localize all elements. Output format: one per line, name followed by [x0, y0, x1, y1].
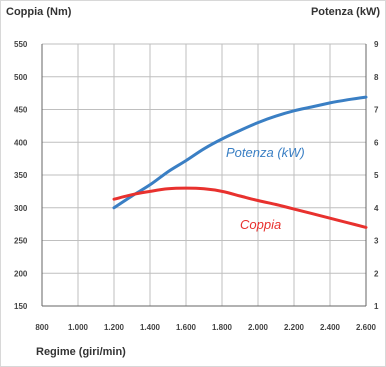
x-tick-label: 1.800: [212, 323, 233, 332]
series-label-coppia: Coppia: [240, 217, 281, 232]
y-left-tick-label: 400: [14, 138, 28, 147]
series-line-coppia: [112, 186, 368, 229]
x-tick-label: 2.000: [248, 323, 269, 332]
right-axis-title: Potenza (kW): [310, 6, 380, 18]
y-right-tick-label: 3: [374, 237, 379, 246]
y-left-tick-label: 450: [14, 106, 28, 115]
x-tick-label: 2.400: [320, 323, 341, 332]
y-right-tick-label: 4: [374, 204, 379, 213]
x-tick-label: 2.600: [356, 323, 377, 332]
y-left-tick-label: 150: [14, 302, 28, 311]
x-axis-title: Regime (giri/min): [36, 346, 126, 358]
y-right-tick-label: 7: [374, 106, 379, 115]
y-left-tick-label: 500: [14, 73, 28, 82]
x-tick-label: 800: [35, 323, 49, 332]
y-left-tick-label: 350: [14, 171, 28, 180]
x-tick-label: 2.200: [284, 323, 305, 332]
x-tick-label: 1.600: [176, 323, 197, 332]
y-right-tick-label: 8: [374, 73, 379, 82]
y-right-tick-label: 2: [374, 269, 379, 278]
y-left-tick-label: 300: [14, 204, 28, 213]
x-tick-label: 1.400: [140, 323, 161, 332]
series-line-potenza: [112, 95, 368, 210]
y-right-tick-label: 6: [374, 138, 379, 147]
y-right-tick-label: 9: [374, 40, 379, 49]
left-axis-title: Coppia (Nm): [6, 6, 72, 18]
y-right-tick-label: 1: [374, 302, 379, 311]
series-label-potenza: Potenza (kW): [226, 145, 305, 160]
y-left-tick-label: 550: [14, 40, 28, 49]
y-left-tick-label: 250: [14, 237, 28, 246]
x-tick-label: 1.200: [104, 323, 125, 332]
x-tick-label: 1.000: [68, 323, 89, 332]
y-left-tick-label: 200: [14, 269, 28, 278]
y-right-tick-label: 5: [374, 171, 379, 180]
